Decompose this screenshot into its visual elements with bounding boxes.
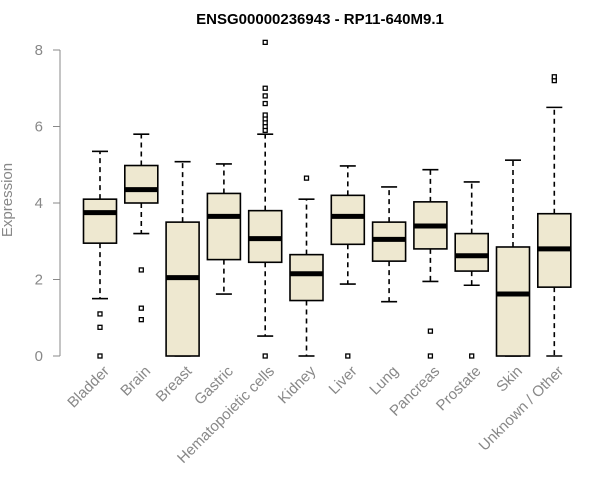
box-group [289, 175, 324, 357]
box-group [165, 160, 200, 357]
outlier-point [303, 175, 310, 181]
outlier-point [97, 311, 103, 317]
outlier-point [262, 112, 268, 118]
x-tick-label: Liver [326, 363, 361, 398]
box-iqr [206, 192, 242, 261]
outlier-point [262, 353, 268, 359]
box-iqr [454, 232, 490, 272]
y-tick-label: 2 [35, 272, 43, 289]
outlier-point [97, 353, 103, 359]
outlier-point [138, 305, 144, 311]
x-tick-label: Kidney [275, 362, 320, 407]
box-iqr [165, 221, 200, 357]
x-tick-label: Lung [366, 363, 402, 399]
outlier-point [138, 267, 144, 273]
x-tick-label: Skin [493, 363, 526, 396]
y-axis: 0 2 4 6 8 [35, 42, 61, 365]
outlier-point [427, 353, 434, 359]
box-iqr [124, 164, 159, 204]
box-group [206, 163, 242, 295]
y-tick-label: 0 [35, 348, 43, 365]
outlier-point [469, 353, 475, 359]
box-group [413, 168, 448, 359]
box-group [536, 74, 572, 357]
box-iqr [82, 198, 118, 244]
box-group [247, 39, 283, 359]
chart-title: ENSG00000236943 - RP11-640M9.1 [196, 11, 444, 28]
box-iqr [330, 194, 366, 246]
box-group [454, 181, 490, 359]
x-tick-label: Prostate [433, 363, 485, 415]
y-axis-label: Expression [0, 163, 16, 237]
outlier-point [262, 100, 268, 107]
y-tick-label: 8 [35, 42, 43, 59]
y-tick-label: 6 [35, 119, 43, 136]
outlier-point [138, 317, 144, 323]
x-tick-label: Brain [117, 363, 154, 400]
outlier-point [262, 39, 268, 45]
y-tick-label: 4 [35, 195, 43, 212]
x-tick-label: Bladder [64, 363, 113, 412]
box-iqr [495, 246, 531, 357]
box-group [330, 165, 366, 359]
outlier-point [262, 93, 268, 99]
box-iqr [289, 253, 324, 302]
box-group [371, 186, 407, 303]
outlier-point [551, 74, 557, 80]
outlier-point [97, 324, 103, 330]
box-group [495, 159, 531, 357]
box-group [82, 150, 118, 359]
outlier-point [427, 328, 434, 334]
outlier-point [262, 85, 268, 91]
x-tick-label: Breast [153, 362, 196, 405]
boxes-layer [82, 39, 572, 359]
box-group [124, 133, 159, 323]
outlier-point [345, 353, 351, 359]
